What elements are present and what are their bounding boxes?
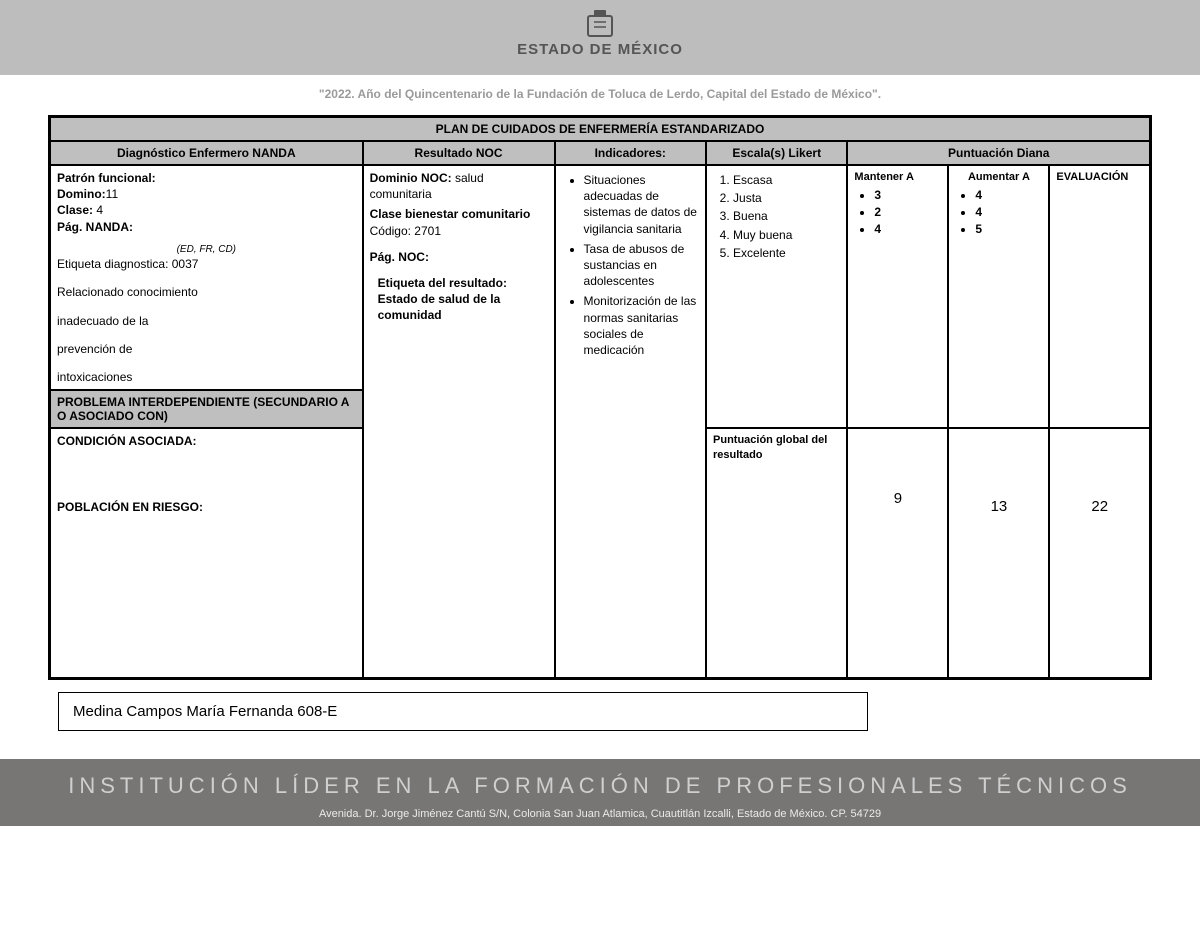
aumentar-list: 4 4 5 (975, 187, 1042, 238)
poblacion-label: POBLACIÓN EN RIESGO: (57, 499, 356, 515)
cell-problema: PROBLEMA INTERDEPENDIENTE (SECUNDARIO A … (50, 390, 363, 428)
cell-noc: Dominio NOC: salud comunitaria Clase bie… (363, 165, 555, 678)
cell-likert: Escasa Justa Buena Muy buena Excelente (706, 165, 847, 428)
footer-band: INSTITUCIÓN LÍDER EN LA FORMACIÓN DE PRO… (0, 759, 1200, 826)
clase-val: 4 (96, 203, 103, 217)
domino-val: 11 (106, 187, 118, 201)
domino-label: Domino: (57, 187, 106, 201)
global-v2: 13 (948, 428, 1049, 678)
score-item: 4 (874, 221, 941, 237)
eval-label: EVALUACIÓN (1056, 170, 1143, 185)
diag-line4: intoxicaciones (57, 369, 356, 385)
indicador-item: Situaciones adecuadas de sistemas de dat… (584, 172, 700, 237)
hdr-diana: Puntuación Diana (847, 141, 1150, 165)
noc-dom-label: Dominio NOC: (370, 171, 452, 185)
hdr-indic: Indicadores: (555, 141, 707, 165)
noc-etiqueta: Etiqueta del resultado: Estado de salud … (378, 276, 507, 322)
cell-evaluacion: EVALUACIÓN (1049, 165, 1150, 428)
score-item: 4 (975, 187, 1042, 203)
score-item: 5 (975, 221, 1042, 237)
mantener-label: Mantener A (854, 170, 941, 185)
global-v1: 9 (847, 428, 948, 678)
state-emblem-icon (582, 10, 618, 40)
noc-pag: Pág. NOC: (370, 250, 429, 264)
footer-title: INSTITUCIÓN LÍDER EN LA FORMACIÓN DE PRO… (0, 773, 1200, 799)
indicadores-list: Situaciones adecuadas de sistemas de dat… (584, 172, 700, 358)
aumentar-label: Aumentar A (955, 170, 1042, 185)
care-plan-table: PLAN DE CUIDADOS DE ENFERMERÍA ESTANDARI… (48, 115, 1152, 680)
table-header-row: Diagnóstico Enfermero NANDA Resultado NO… (50, 141, 1151, 165)
condicion-label: CONDICIÓN ASOCIADA: (57, 433, 356, 449)
diag-line3: prevención de (57, 341, 356, 357)
global-v3: 22 (1049, 428, 1150, 678)
likert-item: Muy buena (733, 227, 840, 243)
clase-label: Clase: (57, 203, 93, 217)
cell-cond-pob: CONDICIÓN ASOCIADA: POBLACIÓN EN RIESGO: (50, 428, 363, 678)
table-title-row: PLAN DE CUIDADOS DE ENFERMERÍA ESTANDARI… (50, 117, 1151, 142)
likert-item: Excelente (733, 245, 840, 261)
likert-item: Justa (733, 190, 840, 206)
footer-address: Avenida. Dr. Jorge Jiménez Cantú S/N, Co… (0, 807, 1200, 822)
cell-diagnosis: Patrón funcional: Domino:11 Clase: 4 Pág… (50, 165, 363, 390)
hdr-likert: Escala(s) Likert (706, 141, 847, 165)
global-label: Puntuación global del resultado (713, 433, 840, 463)
cell-mantener: Mantener A 3 2 4 (847, 165, 948, 428)
diag-line2: inadecuado de la (57, 313, 356, 329)
score-item: 4 (975, 204, 1042, 220)
score-item: 3 (874, 187, 941, 203)
table-title: PLAN DE CUIDADOS DE ENFERMERÍA ESTANDARI… (50, 117, 1151, 142)
mantener-list: 3 2 4 (874, 187, 941, 238)
etiqueta-diag: Etiqueta diagnostica: 0037 (57, 256, 356, 272)
patron-label: Patrón funcional: (57, 171, 156, 185)
likert-list: Escasa Justa Buena Muy buena Excelente (733, 172, 840, 261)
note-edfrcd: (ED, FR, CD) (57, 243, 356, 257)
noc-clase: Clase bienestar comunitario (370, 207, 531, 221)
state-name: ESTADO DE MÉXICO (0, 41, 1200, 58)
cell-indicadores: Situaciones adecuadas de sistemas de dat… (555, 165, 707, 678)
hdr-noc: Resultado NOC (363, 141, 555, 165)
likert-item: Escasa (733, 172, 840, 188)
cell-aumentar: Aumentar A 4 4 5 (948, 165, 1049, 428)
score-item: 2 (874, 204, 941, 220)
student-name-box: Medina Campos María Fernanda 608-E (58, 692, 868, 731)
hdr-diag: Diagnóstico Enfermero NANDA (50, 141, 363, 165)
pag-nanda-label: Pág. NANDA: (57, 220, 133, 234)
page-content: PLAN DE CUIDADOS DE ENFERMERÍA ESTANDARI… (0, 107, 1200, 739)
letterhead-band: ESTADO DE MÉXICO (0, 0, 1200, 75)
cell-global-label: Puntuación global del resultado (706, 428, 847, 678)
diag-line1: Relacionado conocimiento (57, 284, 356, 300)
indicador-item: Monitorización de las normas sanitarias … (584, 293, 700, 358)
likert-item: Buena (733, 208, 840, 224)
noc-codigo: Código: 2701 (370, 223, 548, 239)
year-quote: "2022. Año del Quincentenario de la Fund… (0, 75, 1200, 107)
body-row-1: Patrón funcional: Domino:11 Clase: 4 Pág… (50, 165, 1151, 390)
indicador-item: Tasa de abusos de sustancias en adolesce… (584, 241, 700, 290)
